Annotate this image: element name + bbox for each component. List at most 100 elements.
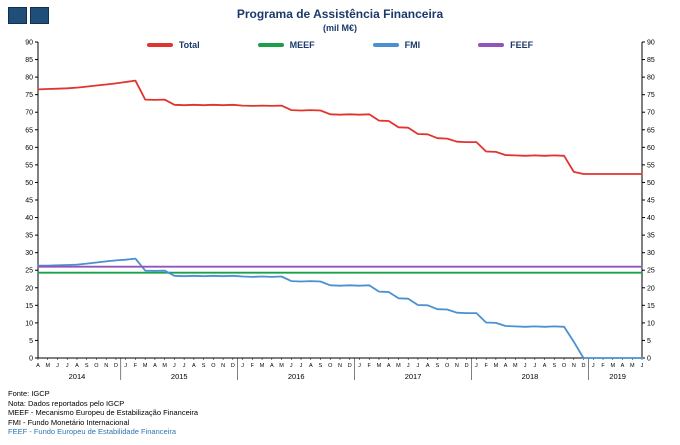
svg-text:5: 5 (647, 338, 651, 345)
svg-text:70: 70 (25, 110, 33, 117)
svg-text:25: 25 (647, 268, 655, 275)
svg-text:5: 5 (29, 338, 33, 345)
legend-swatch-icon (257, 43, 284, 47)
svg-text:90: 90 (25, 40, 33, 47)
svg-text:J: J (290, 363, 293, 369)
svg-text:90: 90 (647, 40, 655, 47)
svg-text:M: M (143, 363, 148, 369)
svg-text:10: 10 (647, 320, 655, 327)
svg-text:S: S (319, 363, 323, 369)
svg-text:85: 85 (25, 57, 33, 64)
legend-label: Total (178, 40, 200, 50)
svg-text:45: 45 (25, 198, 33, 205)
legend-label: FEEF (510, 40, 534, 50)
svg-text:A: A (543, 363, 547, 369)
svg-text:F: F (484, 363, 488, 369)
svg-text:M: M (279, 363, 284, 369)
svg-text:50: 50 (25, 180, 33, 187)
svg-text:A: A (504, 363, 508, 369)
svg-text:65: 65 (647, 127, 655, 134)
svg-text:M: M (45, 363, 50, 369)
legend-item-feef: FEEF (478, 40, 533, 50)
footnote-line: Nota: Dados reportados pelo IGCP (8, 398, 125, 408)
svg-text:35: 35 (647, 233, 655, 240)
svg-text:2016: 2016 (288, 372, 305, 381)
svg-text:D: D (348, 363, 352, 369)
svg-text:75: 75 (25, 92, 33, 99)
svg-text:N: N (221, 363, 225, 369)
svg-text:J: J (173, 363, 176, 369)
chart-footnotes: Fonte: IGCP Nota: Dados reportados pelo I… (8, 389, 198, 437)
svg-text:D: D (114, 363, 118, 369)
svg-text:A: A (153, 363, 157, 369)
svg-text:45: 45 (647, 198, 655, 205)
footnote-line: FMI - Fundo Monetário Internacional (8, 417, 130, 427)
svg-text:65: 65 (25, 127, 33, 134)
svg-text:N: N (338, 363, 342, 369)
svg-text:20: 20 (25, 285, 33, 292)
svg-text:D: D (231, 363, 235, 369)
svg-text:30: 30 (647, 250, 655, 257)
svg-text:M: M (162, 363, 167, 369)
svg-text:A: A (387, 363, 391, 369)
svg-text:A: A (309, 363, 313, 369)
svg-text:S: S (202, 363, 206, 369)
legend-label: FMI (404, 40, 421, 50)
svg-text:2014: 2014 (69, 372, 86, 381)
svg-text:70: 70 (647, 110, 655, 117)
chart-title: Programa de Assistência Financeira (236, 7, 444, 21)
svg-text:J: J (66, 363, 69, 369)
svg-text:75: 75 (647, 92, 655, 99)
svg-text:A: A (192, 363, 196, 369)
svg-text:M: M (494, 363, 499, 369)
series-line-total (37, 79, 643, 175)
legend-swatch-icon (478, 43, 505, 47)
svg-text:J: J (475, 363, 478, 369)
svg-text:30: 30 (25, 250, 33, 257)
svg-text:F: F (251, 363, 255, 369)
legend-item-total: Total (146, 40, 200, 50)
svg-text:15: 15 (25, 303, 33, 310)
svg-text:A: A (36, 363, 40, 369)
chart-subtitle: (mil M€) (322, 23, 357, 33)
svg-text:J: J (241, 363, 244, 369)
svg-text:M: M (396, 363, 401, 369)
logo-square-icon (30, 7, 49, 24)
svg-text:J: J (533, 363, 536, 369)
footnote-line: FEEF - Fundo Europeu de Estabilidade Fin… (8, 427, 177, 437)
svg-text:J: J (183, 363, 186, 369)
svg-text:M: M (260, 363, 265, 369)
svg-text:O: O (211, 363, 216, 369)
svg-text:O: O (94, 363, 99, 369)
svg-text:S: S (436, 363, 440, 369)
svg-text:0: 0 (647, 356, 651, 363)
svg-text:10: 10 (25, 320, 33, 327)
legend-label: MEEF (289, 40, 315, 50)
svg-text:F: F (134, 363, 138, 369)
legend-item-fmi: FMI (372, 40, 421, 50)
svg-text:F: F (601, 363, 605, 369)
svg-text:D: D (582, 363, 586, 369)
svg-text:55: 55 (25, 162, 33, 169)
svg-text:60: 60 (647, 145, 655, 152)
svg-text:55: 55 (647, 162, 655, 169)
footnote-line: MEEF - Mecanismo Europeu de Estabilizaçã… (8, 408, 199, 418)
svg-text:M: M (630, 363, 635, 369)
svg-text:J: J (592, 363, 595, 369)
svg-text:J: J (358, 363, 361, 369)
svg-text:S: S (85, 363, 89, 369)
svg-text:80: 80 (647, 75, 655, 82)
svg-text:A: A (621, 363, 625, 369)
svg-text:A: A (270, 363, 274, 369)
svg-text:M: M (513, 363, 518, 369)
svg-text:2017: 2017 (405, 372, 422, 381)
logo-square-icon (8, 7, 27, 24)
svg-text:2018: 2018 (522, 372, 539, 381)
svg-text:J: J (641, 363, 644, 369)
svg-text:0: 0 (29, 356, 33, 363)
legend-swatch-icon (372, 43, 399, 47)
svg-text:35: 35 (25, 233, 33, 240)
svg-text:80: 80 (25, 75, 33, 82)
svg-text:15: 15 (647, 303, 655, 310)
